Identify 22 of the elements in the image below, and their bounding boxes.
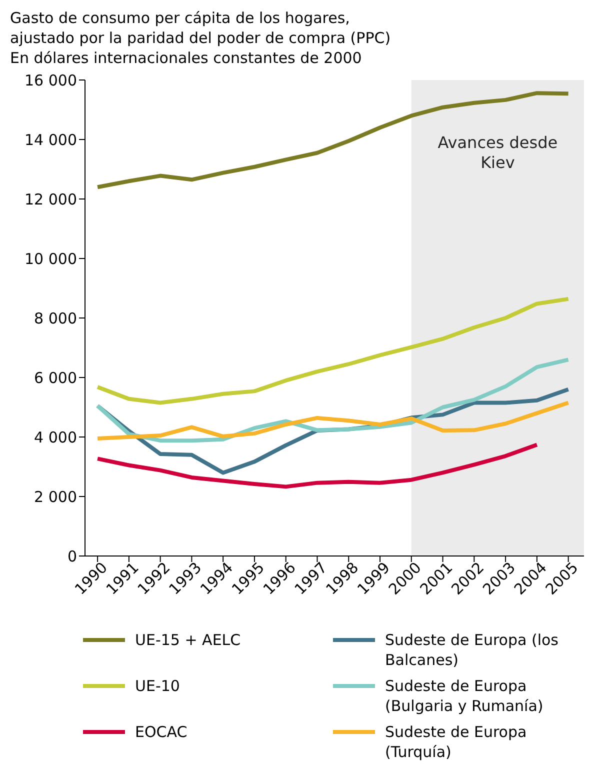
line-series <box>96 91 570 190</box>
y-tick-label: 16 000 <box>24 71 77 90</box>
y-tick-label: 6 000 <box>34 368 77 387</box>
line-series <box>96 296 570 405</box>
y-tick-label: 2 000 <box>34 488 77 506</box>
chart-title: Gasto de consumo per cápita de los hogares, ajustado por la paridad del poder de compra (PPC) En dólares internacionales constantes de 2000 <box>10 8 392 68</box>
line-series <box>96 442 539 489</box>
y-tick-label: 4 000 <box>34 428 77 446</box>
line-series <box>96 400 570 440</box>
legend-label: Sudeste de Europa (Bulgaria y Rumanía) <box>385 676 544 716</box>
line-series <box>96 358 570 443</box>
legend-label: UE-15 + AELC <box>135 630 242 650</box>
y-tick-label: 12 000 <box>24 190 77 208</box>
y-tick-label: 14 000 <box>24 130 77 149</box>
y-tick-label: 10 000 <box>24 250 77 268</box>
legend-label: Sudeste de Europa (los Balcanes) <box>385 630 560 670</box>
legend-label: EOCAC <box>135 722 188 742</box>
y-tick-label: 0 <box>67 547 77 566</box>
band-label: Avances desde Kiev <box>438 133 558 172</box>
legend-label: Sudeste de Europa (Turquía) <box>385 722 528 762</box>
y-tick-label: 8 000 <box>34 309 77 328</box>
legend-label: UE-10 <box>135 676 181 696</box>
